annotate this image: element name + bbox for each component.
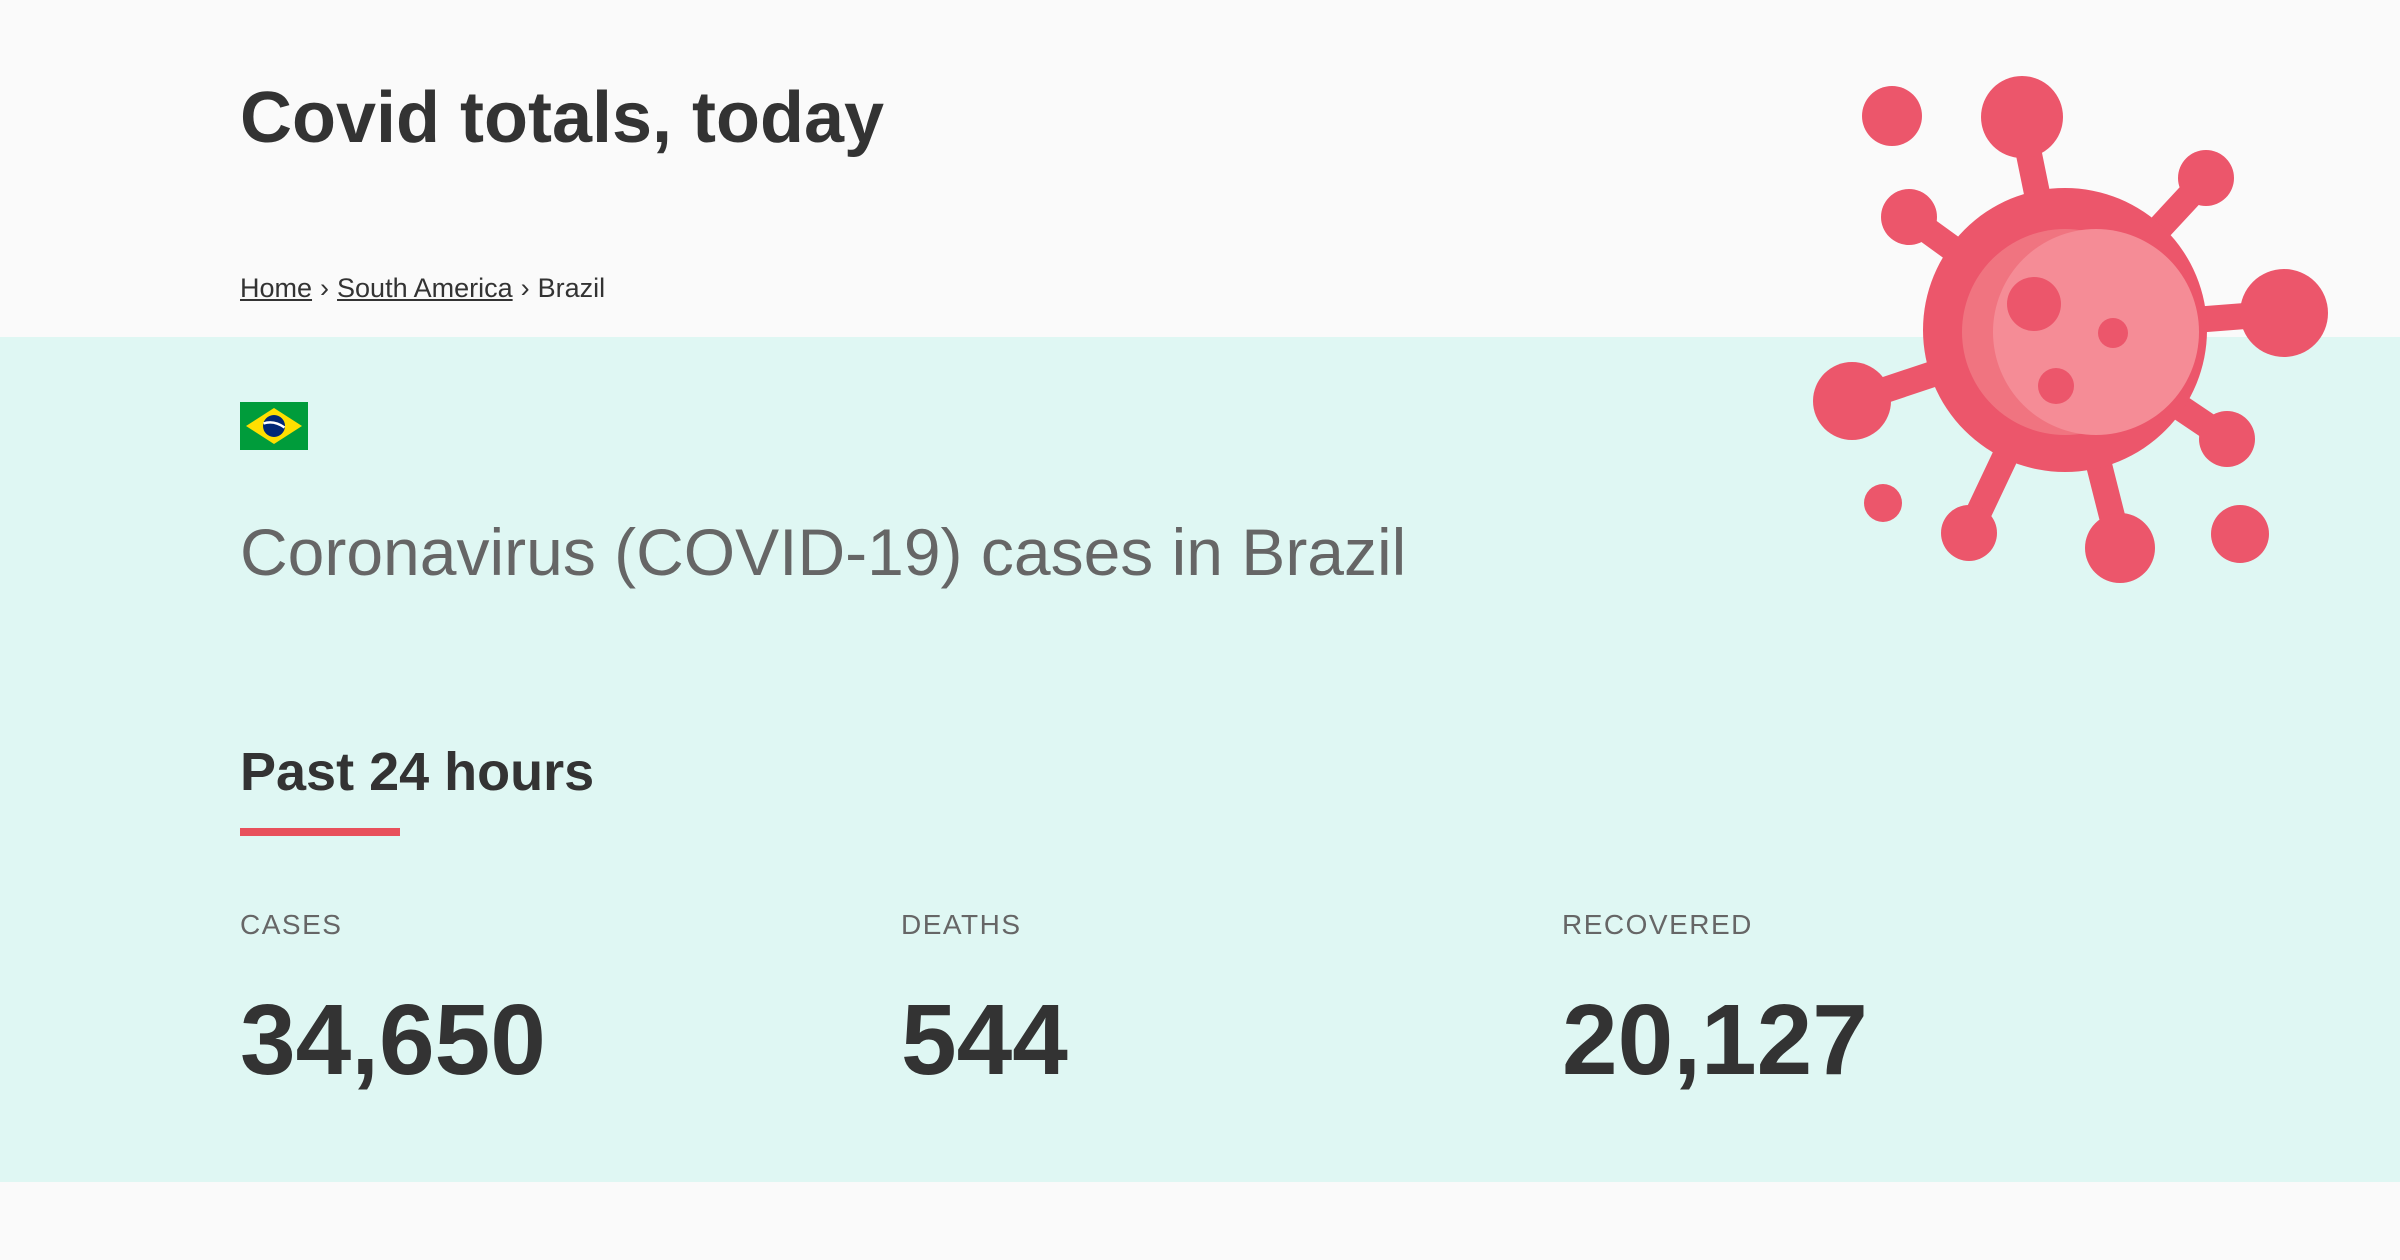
stat-recovered-label: RECOVERED xyxy=(1562,909,1753,940)
stat-deaths-label: DEATHS xyxy=(901,909,1022,940)
stat-cases-label: CASES xyxy=(240,909,343,940)
breadcrumb: Home › South America › Brazil xyxy=(240,270,605,306)
period-underline xyxy=(240,828,400,836)
stat-recovered: RECOVERED 20,127 xyxy=(1562,907,1868,1095)
site-title[interactable]: Covid totals, today xyxy=(240,78,885,158)
country-heading: Coronavirus (COVID-19) cases in Brazil xyxy=(240,515,1407,589)
stat-deaths: DEATHS 544 xyxy=(901,907,1068,1095)
brazil-flag-icon xyxy=(240,402,308,450)
breadcrumb-home-link[interactable]: Home xyxy=(240,273,313,303)
breadcrumb-current: Brazil xyxy=(537,273,606,303)
breadcrumb-separator: › xyxy=(520,273,530,303)
stat-deaths-value: 544 xyxy=(901,984,1068,1096)
period-title: Past 24 hours xyxy=(240,742,595,802)
breadcrumb-region-link[interactable]: South America xyxy=(337,273,513,303)
breadcrumb-separator: › xyxy=(320,273,330,303)
stat-cases-value: 34,650 xyxy=(240,984,546,1096)
coronavirus-icon xyxy=(1813,76,2328,583)
stat-recovered-value: 20,127 xyxy=(1562,984,1868,1096)
site-header: Covid totals, today Home › South America › B… xyxy=(0,0,2400,337)
stat-cases: CASES 34,650 xyxy=(240,907,546,1095)
